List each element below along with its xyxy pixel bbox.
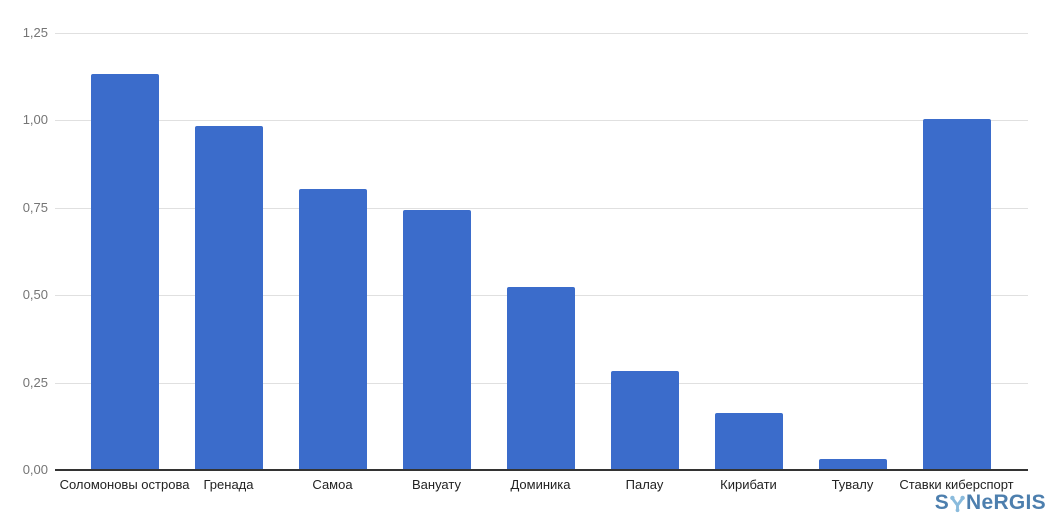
- y-axis-tick-label: 0,75: [22, 199, 48, 215]
- bar-9: [922, 119, 991, 469]
- x-axis-category-label: Палау: [625, 477, 664, 492]
- x-axis-category-label: Тувалу: [831, 477, 874, 492]
- bar-7: [714, 413, 783, 469]
- x-axis-category-label: Соломоновы острова: [59, 477, 190, 492]
- bar-1: [90, 73, 159, 469]
- bar-4: [402, 210, 471, 469]
- logo-letter-s: S: [934, 491, 949, 514]
- y-axis-tick-label: 1,25: [22, 25, 48, 40]
- y-axis-tick-label: 0,00: [22, 462, 48, 477]
- bar-6: [610, 371, 679, 469]
- bar-3: [298, 189, 367, 469]
- y-axis-tick-label: 0,25: [22, 374, 48, 390]
- gridline: [55, 120, 1028, 122]
- bar-8: [818, 458, 887, 469]
- x-axis-category-label: Гренада: [203, 477, 254, 492]
- gridline: [55, 207, 1028, 209]
- x-axis-category-label: Доминика: [510, 477, 571, 492]
- bar-5: [506, 287, 575, 469]
- y-axis-tick-label: 1,00: [22, 112, 48, 128]
- x-axis-category-label: Вануату: [412, 477, 461, 492]
- x-axis-category-label: Кирибати: [720, 477, 777, 492]
- synergis-y-icon: [950, 495, 965, 513]
- synergis-logo: S NeRGIS: [935, 491, 1046, 515]
- bar-2: [194, 126, 263, 469]
- x-axis-category-label: Ставки киберспорт: [899, 477, 1014, 492]
- x-axis-category-label: Самоа: [312, 477, 353, 492]
- x-axis-baseline: [55, 469, 1028, 471]
- logo-letters-nergis: NeRGIS: [966, 491, 1046, 514]
- gridline: [55, 33, 1028, 34]
- y-axis-tick-label: 0,50: [22, 287, 48, 303]
